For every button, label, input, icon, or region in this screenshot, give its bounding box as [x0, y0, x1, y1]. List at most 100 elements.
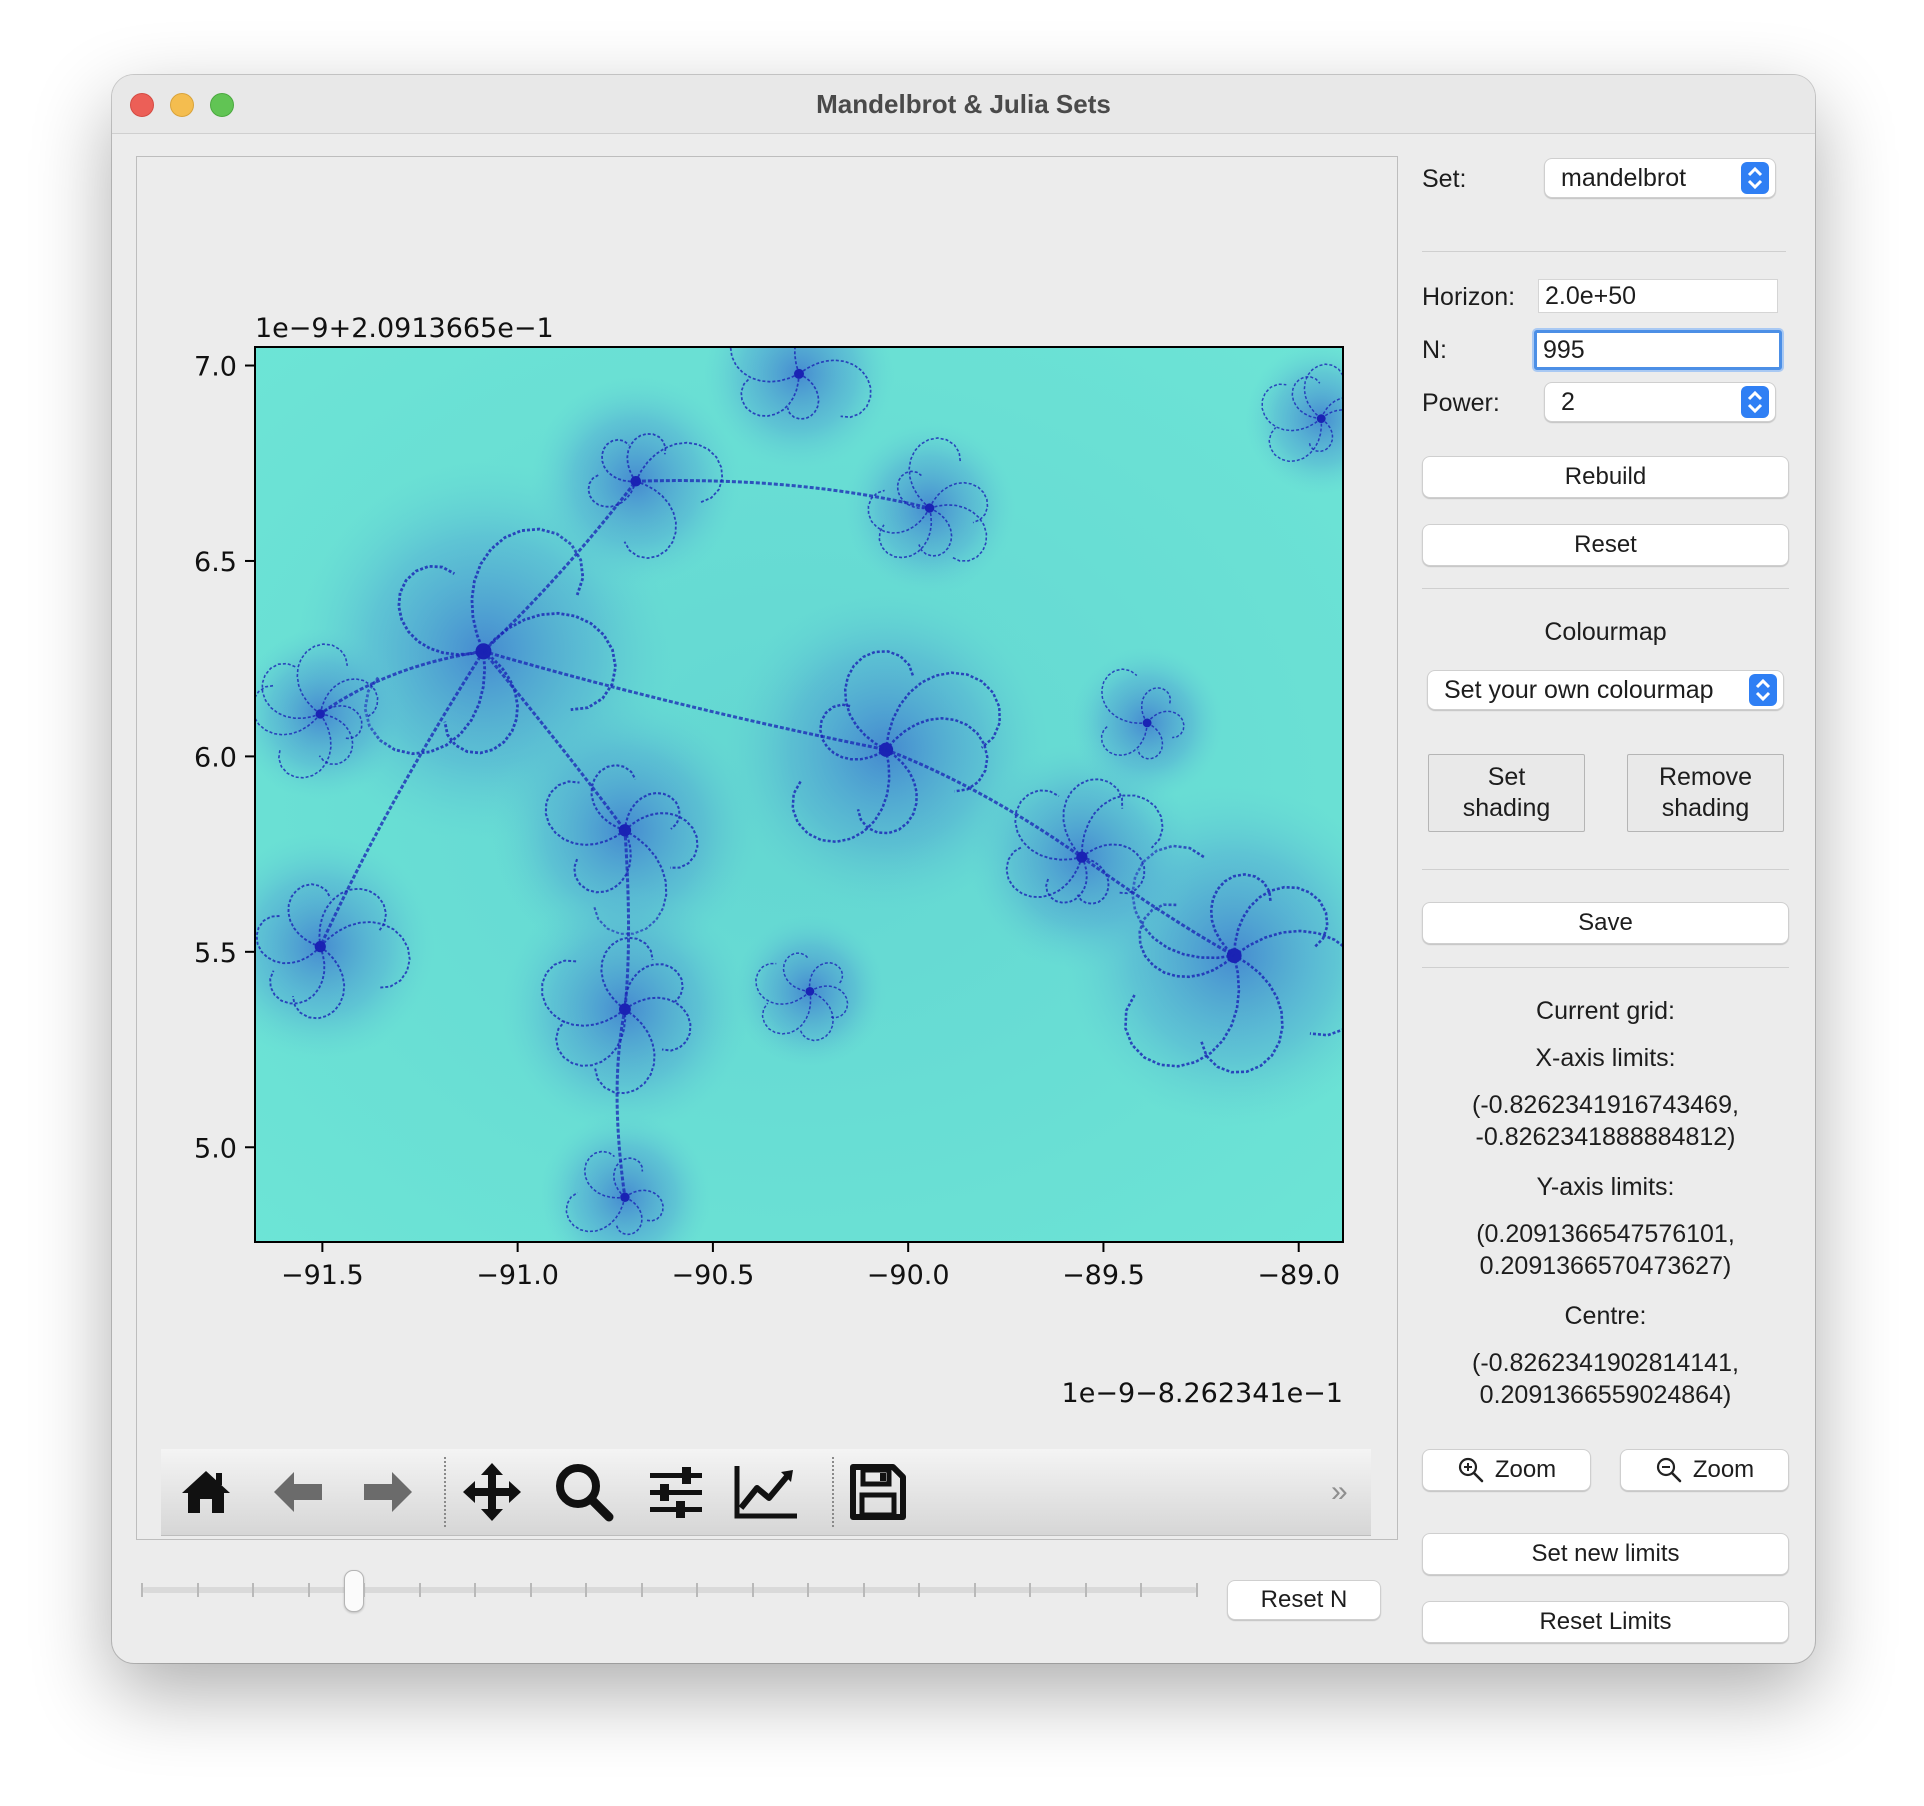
zoom-out-icon — [1656, 1457, 1682, 1483]
fractal-filament — [908, 437, 962, 509]
fractal-filament — [1303, 363, 1343, 420]
zoom-window-button[interactable] — [210, 93, 234, 117]
toolbar-separator — [444, 1457, 446, 1527]
reset-n-button[interactable]: Reset N — [1227, 1580, 1381, 1620]
home-button[interactable] — [173, 1459, 239, 1525]
fractal-filament — [277, 713, 332, 779]
n-slider-track[interactable] — [142, 1587, 1197, 1593]
slider-tick — [252, 1583, 255, 1597]
fractal-filament — [885, 717, 989, 793]
save-button[interactable]: Save — [1422, 902, 1789, 944]
fractal-filament — [590, 764, 637, 832]
panel-divider — [1422, 967, 1789, 968]
fractal-filament — [929, 504, 988, 562]
fractal-filament — [296, 643, 349, 715]
zoom-rect-button[interactable] — [551, 1459, 617, 1525]
fractal-plot[interactable]: 1e−9+2.0913665e−1 1e−9−8.262341e−1 −91.5… — [137, 157, 1397, 1539]
fractal-glow — [255, 628, 406, 800]
rebuild-button[interactable]: Rebuild — [1422, 456, 1789, 498]
edit-axis-button[interactable] — [733, 1459, 799, 1525]
fractal-chain — [482, 480, 637, 653]
fractal-glow — [1245, 347, 1343, 495]
save-figure-button[interactable] — [845, 1459, 911, 1525]
fractal-filament — [1233, 929, 1343, 1037]
slider-tick — [196, 1583, 199, 1597]
toolbar-separator — [832, 1457, 834, 1527]
close-window-button[interactable] — [130, 93, 154, 117]
fractal-filament — [541, 959, 626, 1027]
slider-tick — [474, 1583, 477, 1597]
reset-limits-button[interactable]: Reset Limits — [1422, 1601, 1789, 1643]
fractal-filament — [318, 713, 354, 765]
fractal-filament — [878, 507, 933, 559]
forward-button[interactable] — [355, 1459, 421, 1525]
back-arrow-icon — [274, 1472, 322, 1512]
fractal-filament — [1045, 856, 1088, 904]
fractal-filament — [544, 780, 626, 846]
fractal-filament — [755, 962, 811, 1005]
colourmap-select-value: Set your own colourmap — [1444, 675, 1714, 704]
power-select[interactable]: 2 — [1544, 382, 1776, 422]
y-limits-value-line1: (0.2091366547576101, — [1476, 1220, 1735, 1248]
x-tick-label: −90.5 — [672, 1260, 755, 1291]
reset-button[interactable]: Reset — [1422, 524, 1789, 566]
x-limits-value-line1: (-0.8262341916743469, — [1472, 1091, 1739, 1119]
fractal-filament — [1137, 722, 1164, 760]
save-floppy-icon — [850, 1464, 906, 1520]
slider-tick — [807, 1583, 810, 1597]
fractal-filament — [798, 359, 872, 419]
pan-button[interactable] — [459, 1459, 525, 1525]
power-select-value: 2 — [1561, 387, 1575, 416]
remove-shading-label-line1: Remove — [1658, 763, 1753, 791]
fractal-filament — [261, 662, 321, 719]
back-button[interactable] — [265, 1459, 331, 1525]
fractal-filament — [634, 441, 724, 504]
fractal-filament — [624, 996, 692, 1052]
fractal-filament — [1291, 376, 1322, 420]
fractal-filament — [856, 748, 918, 835]
n-slider-handle[interactable] — [344, 1570, 364, 1612]
slider-tick — [1140, 1583, 1143, 1597]
slider-tick — [585, 1583, 588, 1597]
n-input[interactable]: 995 — [1534, 330, 1782, 370]
fractal-filament — [1261, 383, 1322, 432]
plot-canvas-frame: 1e−9+2.0913665e−1 1e−9−8.262341e−1 −91.5… — [136, 156, 1398, 1540]
forward-arrow-icon — [364, 1472, 412, 1512]
colourmap-heading: Colourmap — [1544, 618, 1667, 646]
fractal-filament — [1308, 418, 1334, 453]
configure-subplots-button[interactable] — [643, 1459, 709, 1525]
horizon-input[interactable]: 2.0e+50 — [1538, 279, 1778, 313]
fractal-filament — [612, 1157, 644, 1198]
x-axis-ticks: −91.5 −91.0 −90.5 −90.0 −89.5 −89.0 — [281, 1242, 1340, 1291]
slider-tick — [1084, 1583, 1087, 1597]
fractal-hub — [1142, 718, 1152, 728]
set-select[interactable]: mandelbrot — [1544, 158, 1776, 198]
fractal-hub — [1316, 414, 1326, 423]
updown-chevron-icon — [1741, 386, 1769, 418]
fractal-filament — [928, 481, 989, 524]
zoom-in-button[interactable]: Zoom — [1422, 1449, 1591, 1491]
fractal-filament — [615, 1196, 643, 1236]
remove-shading-button[interactable]: Remove shading — [1627, 754, 1784, 832]
x-tick-label: −89.0 — [1257, 1260, 1340, 1291]
fractal-filament — [287, 883, 332, 948]
minimize-window-button[interactable] — [170, 93, 194, 117]
zoom-out-button[interactable]: Zoom — [1620, 1449, 1789, 1491]
slider-tick — [529, 1583, 532, 1597]
fractal-filament — [318, 887, 387, 947]
centre-value-line2: 0.2091366559024864) — [1479, 1381, 1732, 1409]
set-shading-button[interactable]: Set shading — [1428, 754, 1585, 832]
fractal-hub — [619, 1003, 631, 1016]
title-bar: Mandelbrot & Julia Sets — [112, 75, 1815, 134]
set-select-value: mandelbrot — [1561, 163, 1687, 192]
matplotlib-toolbar: » — [161, 1449, 1371, 1536]
fractal-filament — [623, 791, 681, 831]
fractal-filament — [1080, 794, 1164, 858]
fractal-filament — [867, 489, 931, 534]
fractal-filament — [624, 1189, 664, 1222]
x-tick-label: −89.5 — [1062, 1260, 1145, 1291]
fractal-filament — [793, 347, 853, 375]
set-new-limits-button[interactable]: Set new limits — [1422, 1533, 1789, 1575]
toolbar-overflow-button[interactable]: » — [1331, 1475, 1348, 1508]
colourmap-select[interactable]: Set your own colourmap — [1427, 670, 1784, 710]
